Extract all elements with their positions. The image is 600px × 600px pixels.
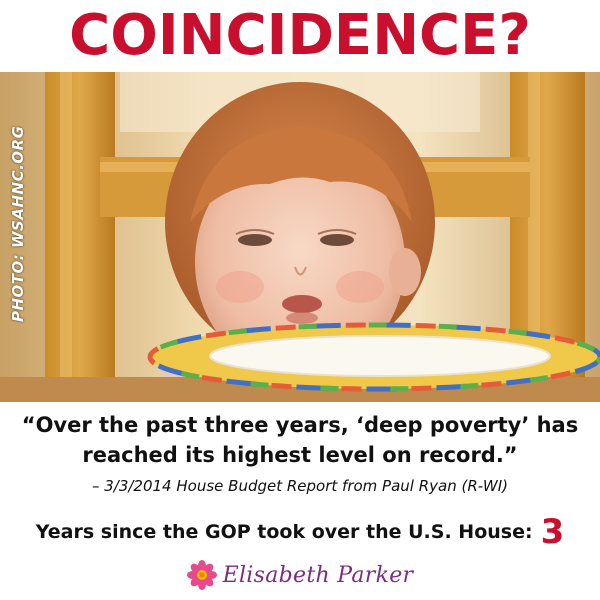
quote: “Over the past three years, ‘deep povert… — [0, 410, 600, 470]
photo: PHOTO: WSAHNC.ORG — [0, 72, 600, 402]
attribution: – 3/3/2014 House Budget Report from Paul… — [0, 476, 600, 496]
signature: Elisabeth Parker — [0, 559, 600, 591]
photo-credit: PHOTO: WSAHNC.ORG — [9, 126, 27, 322]
headline: COINCIDENCE? — [0, 0, 600, 72]
quote-line-2: reached its highest level on record.” — [0, 440, 600, 470]
flower-icon — [187, 560, 217, 590]
quote-line-1: “Over the past three years, ‘deep povert… — [0, 410, 600, 440]
child-photo-illustration — [0, 72, 600, 402]
years-count: 3 — [541, 515, 565, 549]
years-since-statement: Years since the GOP took over the U.S. H… — [0, 512, 600, 552]
signature-name: Elisabeth Parker — [223, 563, 414, 588]
years-label: Years since the GOP took over the U.S. H… — [36, 521, 533, 543]
